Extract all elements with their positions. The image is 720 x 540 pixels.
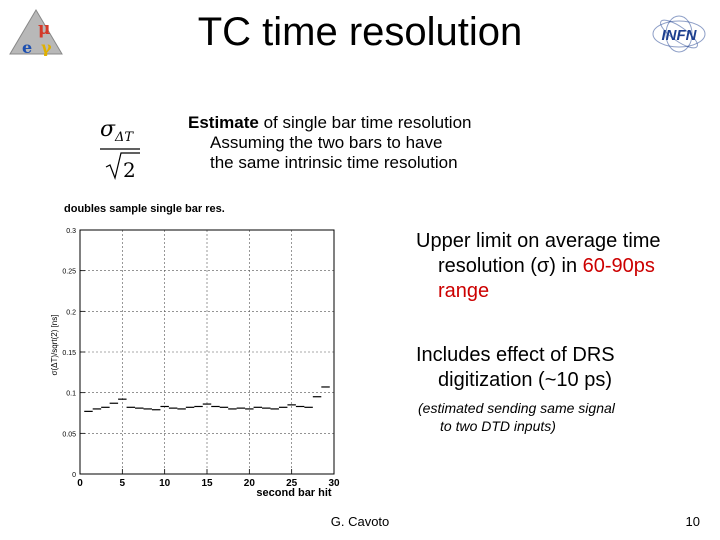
estimate-text: Estimate of single bar time resolution A… [188,113,548,173]
estimate-line3: the same intrinsic time resolution [210,153,458,172]
estimated-note: (estimated sending same signal to two DT… [418,399,718,435]
includes-line2: digitization (~10 ps) [438,369,612,391]
upper-line3: range [438,280,490,302]
footer-author: G. Cavoto [330,514,390,529]
page-number: 10 [685,514,700,529]
svg-text:2: 2 [123,158,136,182]
infn-logo: INFN [652,15,706,53]
resolution-formula: σ ΔT 2 [100,117,140,182]
svg-text:e: e [22,38,32,56]
includes-text: Includes effect of DRS digitization (~10… [416,343,716,393]
x-tick-label: 0 [77,478,83,489]
x-tick-label: 25 [286,478,298,489]
upper-line1: Upper limit on average time [416,230,661,252]
estimate-keyword: Estimate [188,113,259,132]
y-tick-label: 0.1 [66,391,76,398]
estimate-line1: of single bar time resolution [258,113,472,132]
y-tick-label: 0.15 [62,350,76,357]
upper-line2: resolution (σ) in [438,255,583,277]
svg-text:γ: γ [41,38,52,56]
estimated-line2: to two DTD inputs) [440,418,556,434]
svg-text:ΔT: ΔT [114,130,134,145]
x-tick-label: 20 [244,478,256,489]
x-tick-label: 30 [328,478,340,489]
slide-title: TC time resolution [197,10,523,54]
y-tick-label: 0.05 [62,431,76,438]
svg-text:INFN: INFN [662,27,698,44]
x-tick-label: 15 [201,478,213,489]
y-tick-label: 0 [72,472,76,479]
x-tick-label: 5 [120,478,126,489]
svg-text:μ: μ [38,19,50,39]
svg-text:σ: σ [100,117,116,142]
meg-logo: μ e γ [9,9,63,56]
x-axis-label: second bar hit [256,487,332,499]
y-tick-label: 0.3 [66,228,76,235]
estimate-line2: Assuming the two bars to have [210,133,443,152]
y-tick-label: 0.25 [62,269,76,276]
estimated-line1: (estimated sending same signal [418,400,615,416]
upper-limit-text: Upper limit on average time resolution (… [416,229,716,304]
y-tick-label: 0.2 [66,309,76,316]
y-axis-label: σ(ΔT)/sqrt(2) [ns] [50,315,59,376]
resolution-plot: 0 5 10 15 20 25 30 0 0.05 0.1 0.15 0.2 0.25 0.3 σ(ΔT)… [50,228,340,499]
plot-title: doubles sample single bar res. [64,203,225,215]
x-tick-label: 10 [159,478,171,489]
includes-line1: Includes effect of DRS [416,344,615,366]
upper-range-value: 60-90ps [582,255,655,277]
